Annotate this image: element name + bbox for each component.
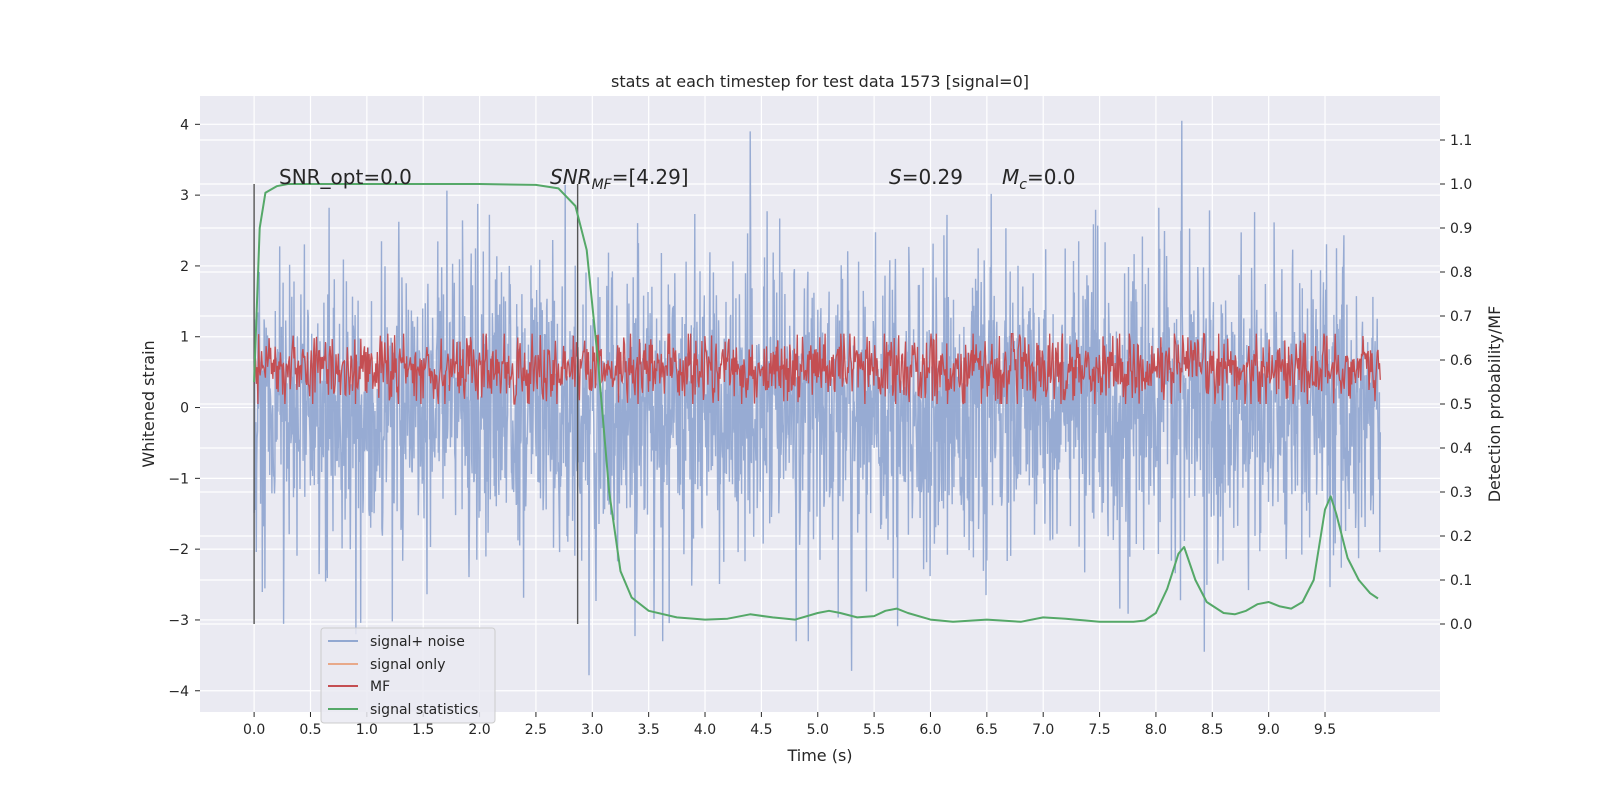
y-tick-label-right: 0.6: [1450, 353, 1472, 369]
y-tick-label-right: 0.4: [1450, 441, 1472, 457]
x-tick-label: 2.5: [525, 722, 547, 738]
x-tick-label: 1.5: [412, 722, 434, 738]
x-tick-label: 1.0: [356, 722, 378, 738]
y-tick-label-left: 2: [180, 259, 189, 275]
y-tick-label-left: −2: [168, 542, 189, 558]
annotation-mc-main: M: [1002, 165, 1019, 189]
y-tick-label-left: −3: [168, 613, 189, 629]
x-tick-label: 9.0: [1258, 722, 1280, 738]
x-tick-label: 7.0: [1032, 722, 1054, 738]
x-tick-label: 6.0: [919, 722, 941, 738]
x-tick-label: 0.0: [243, 722, 265, 738]
x-tick-label: 6.5: [976, 722, 998, 738]
x-tick-label: 3.5: [638, 722, 660, 738]
line-signal-noise: [253, 120, 1381, 676]
x-tick-label: 9.5: [1314, 722, 1336, 738]
x-tick-label: 7.5: [1088, 722, 1110, 738]
legend-label-signal-only: signal only: [370, 657, 445, 673]
x-tick-label: 8.5: [1201, 722, 1223, 738]
y-tick-label-right: 0.8: [1450, 265, 1472, 281]
y-tick-label-right: 0.2: [1450, 529, 1472, 545]
x-tick-label: 5.5: [863, 722, 885, 738]
series-signal-noise: [253, 120, 1381, 676]
annotation-s-main: S: [889, 165, 902, 189]
line-signal-statistics: [253, 183, 1379, 623]
series-mf: [253, 332, 1381, 405]
legend-box: [320, 627, 496, 724]
vertical-markers: [253, 184, 579, 624]
x-tick-label: 4.5: [750, 722, 772, 738]
legend-label-signal-statistics: signal statistics: [370, 702, 478, 718]
annotation-s-value: =0.29: [902, 165, 963, 189]
x-tick-label: 8.0: [1145, 722, 1167, 738]
annotation-snr-opt: SNR_opt=0.0: [279, 165, 412, 189]
x-axis-label: Time (s): [786, 746, 852, 765]
y-tick-label-right: 1.1: [1450, 133, 1472, 149]
x-tick-label: 5.0: [807, 722, 829, 738]
series-signal-statistics: [253, 183, 1379, 623]
y-tick-label-right: 0.1: [1450, 573, 1472, 589]
line-mf: [253, 332, 1381, 405]
annotation-snr-mf-sub: MF: [592, 177, 613, 193]
legend-label-mf: MF: [370, 679, 390, 695]
annotation-snr-mf: SNRMF=[4.29]: [550, 165, 689, 193]
y-tick-label-left: −1: [168, 471, 189, 487]
annotation-mc-value: =0.0: [1027, 165, 1076, 189]
annotation-s: S=0.29: [889, 165, 963, 189]
ticks: 0.0 0.5 1.0 1.5 2.0 2.5 3.0 3.5 4.0 4.5 5.0 5.5 6.0 6…: [168, 117, 1472, 738]
y-axis-label-right: Detection probability/MF: [1485, 306, 1504, 503]
y-tick-label-left: 3: [180, 188, 189, 204]
y-tick-label-right: 0.3: [1450, 485, 1472, 501]
x-tick-label: 3.0: [581, 722, 603, 738]
annotation-mc-sub: c: [1019, 177, 1027, 193]
annotation-snr-mf-value: =[4.29]: [612, 165, 689, 189]
y-tick-label-left: −4: [168, 684, 189, 700]
y-tick-label-right: 1.0: [1450, 177, 1472, 193]
legend: signal+ noise signal only MF signal stat…: [320, 627, 496, 724]
x-tick-label: 0.5: [299, 722, 321, 738]
annotation-snr-mf-main: SNR: [550, 165, 592, 189]
chart-title: stats at each timestep for test data 157…: [611, 72, 1029, 91]
y-tick-label-left: 0: [180, 401, 189, 417]
legend-label-signal-noise: signal+ noise: [370, 634, 465, 650]
y-tick-label-right: 0.9: [1450, 221, 1472, 237]
annotation-mc: Mc=0.0: [1002, 165, 1076, 193]
x-tick-label: 2.0: [468, 722, 490, 738]
y-tick-label-right: 0.7: [1450, 309, 1472, 325]
y-tick-label-left: 1: [180, 330, 189, 346]
y-axis-label-left: Whitened strain: [139, 340, 158, 467]
y-tick-label-right: 0.0: [1450, 617, 1472, 633]
y-tick-label-left: 4: [180, 117, 189, 133]
y-tick-label-right: 0.5: [1450, 397, 1472, 413]
x-tick-label: 4.0: [694, 722, 716, 738]
